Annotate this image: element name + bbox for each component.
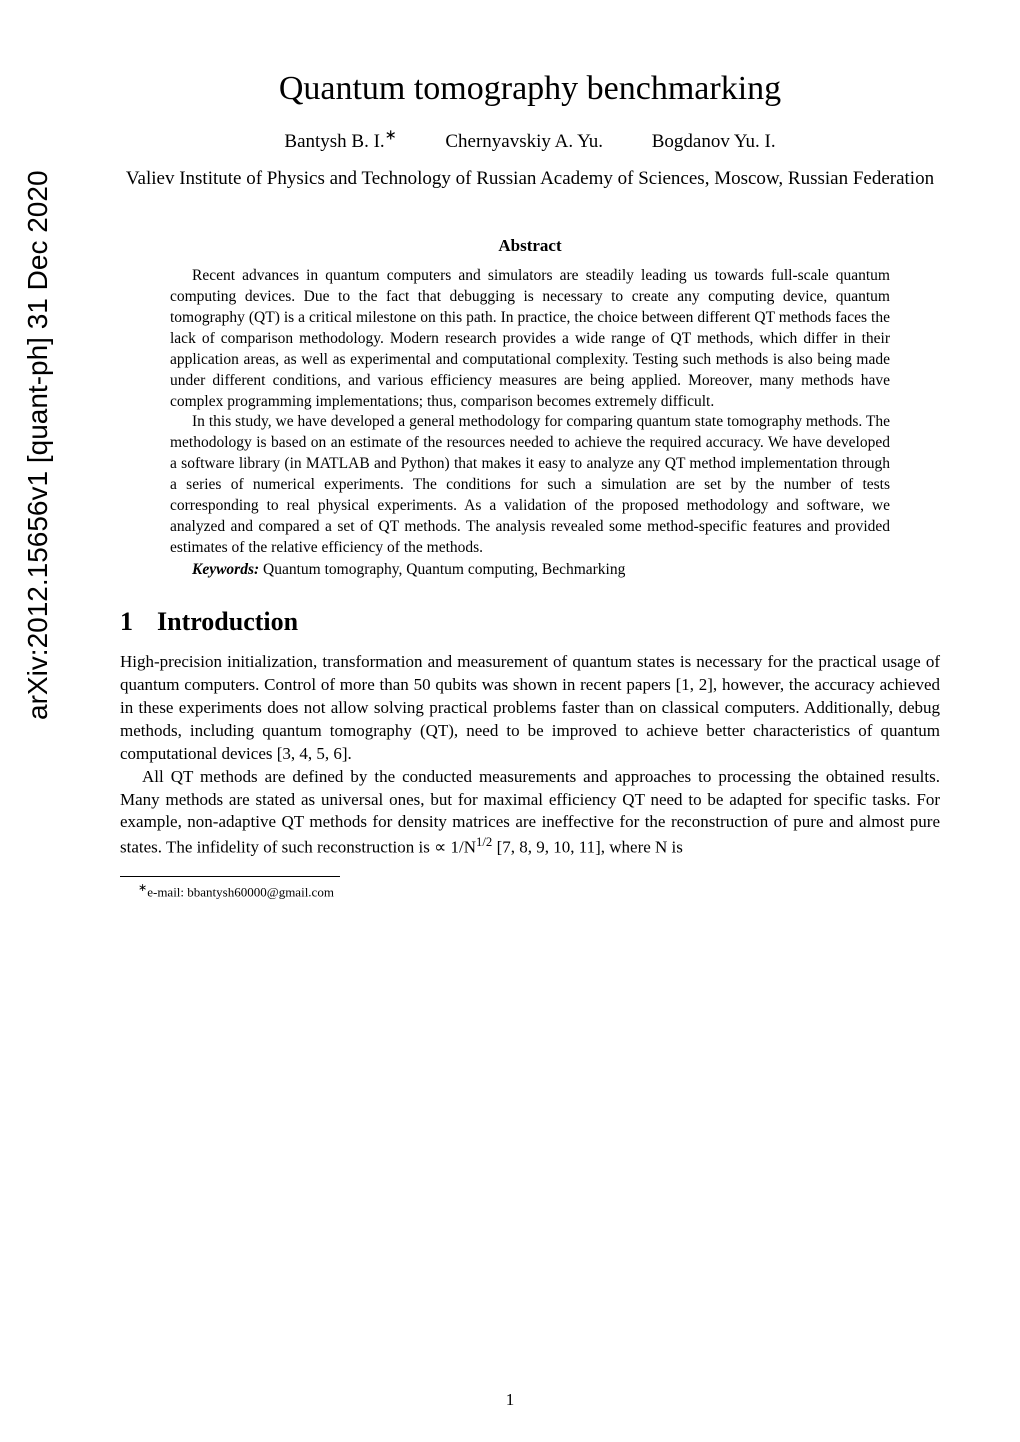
section-1-p2-exp: 1/2 bbox=[476, 835, 492, 849]
footnote-mark: ∗ bbox=[138, 882, 147, 894]
affiliation: Valiev Institute of Physics and Technolo… bbox=[120, 167, 940, 192]
footnote-text: e-mail: bbantysh60000@gmail.com bbox=[147, 884, 334, 899]
footnote-rule bbox=[120, 876, 340, 877]
abstract-p1: Recent advances in quantum computers and… bbox=[170, 266, 890, 412]
keywords-line: Keywords: Quantum tomography, Quantum co… bbox=[170, 561, 890, 579]
section-1-title: Introduction bbox=[157, 607, 298, 636]
author-1-name: Bantysh B. I. bbox=[284, 131, 384, 152]
section-1-p2-b: [7, 8, 9, 10, 11], where N is bbox=[492, 838, 683, 857]
abstract-p2: In this study, we have developed a gener… bbox=[170, 412, 890, 558]
paper-title: Quantum tomography benchmarking bbox=[120, 70, 940, 108]
abstract-body: Recent advances in quantum computers and… bbox=[170, 266, 890, 559]
author-1-mark: ∗ bbox=[385, 128, 397, 144]
section-1-heading: 1 Introduction bbox=[120, 607, 940, 637]
keywords-text: Quantum tomography, Quantum computing, B… bbox=[259, 561, 625, 578]
author-2: Chernyavskiy A. Yu. bbox=[445, 131, 603, 152]
abstract-heading: Abstract bbox=[120, 236, 940, 256]
page-number: 1 bbox=[0, 1390, 1020, 1410]
section-1-p1: High-precision initialization, transform… bbox=[120, 651, 940, 766]
authors-line: Bantysh B. I.∗ Chernyavskiy A. Yu. Bogda… bbox=[120, 128, 940, 153]
arxiv-identifier: arXiv:2012.15656v1 [quant-ph] 31 Dec 202… bbox=[22, 170, 54, 720]
keywords-label: Keywords: bbox=[192, 561, 259, 578]
page-content: Quantum tomography benchmarking Bantysh … bbox=[120, 0, 940, 900]
section-1-body: High-precision initialization, transform… bbox=[120, 651, 940, 860]
section-1-p2: All QT methods are defined by the conduc… bbox=[120, 766, 940, 860]
author-3: Bogdanov Yu. I. bbox=[652, 131, 776, 152]
author-1: Bantysh B. I.∗ bbox=[284, 131, 396, 152]
footnote: ∗e-mail: bbantysh60000@gmail.com bbox=[138, 881, 940, 900]
section-1-number: 1 bbox=[120, 607, 133, 636]
